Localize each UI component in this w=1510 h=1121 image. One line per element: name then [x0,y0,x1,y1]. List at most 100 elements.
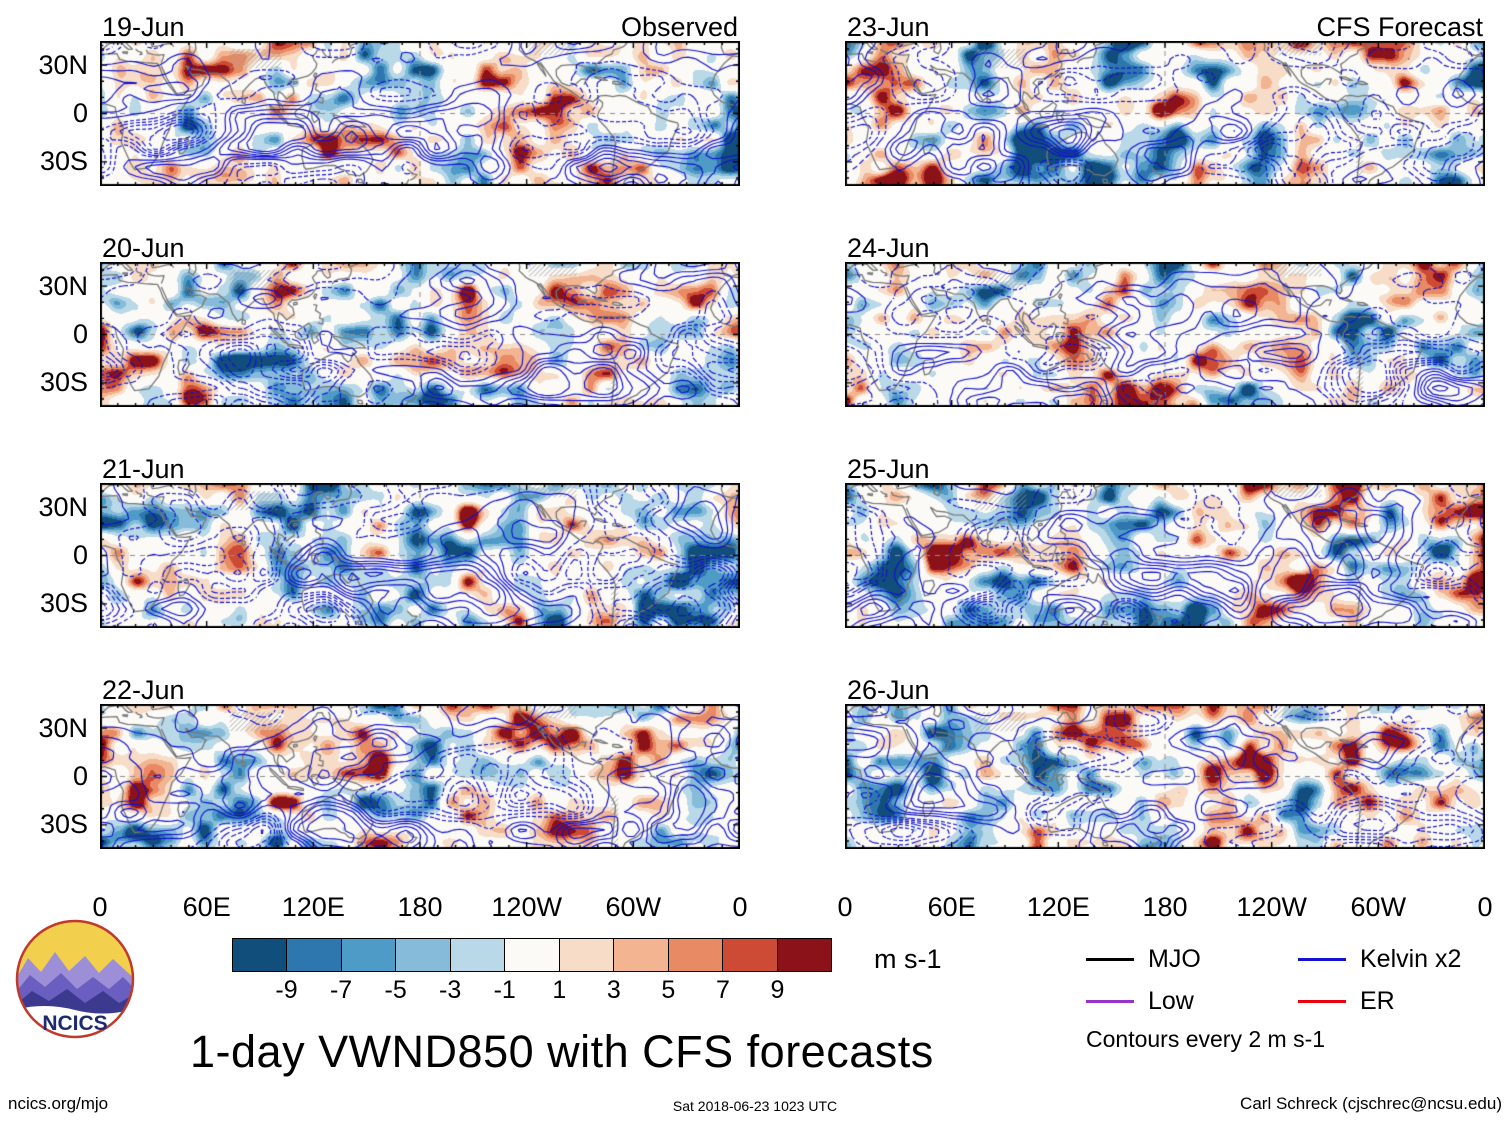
x-axis-labels-forecast: 0 60E 120E 180 120W 60W 0 [837,892,1492,926]
y-tick-0: 0 [72,761,88,791]
y-tick-0: 0 [72,540,88,570]
colorbar-ticks: -9 -7 -5 -3 -1 1 3 5 7 9 [232,976,832,1004]
x-tick: 120E [1026,892,1090,922]
map-wrap [845,704,1485,849]
panel-date: 24-Jun [847,233,930,263]
legend-item-low: Low [1086,980,1298,1022]
map-canvas-26-jun [845,704,1485,849]
logo-ring [15,919,135,1039]
cb-tick: 7 [715,976,730,1004]
cb-tick: -1 [493,976,516,1004]
panel-header: 20-Jun [100,229,740,262]
cb-tick: -9 [275,976,298,1004]
observed-column: 19-Jun Observed 30N 0 30S 20-Jun 30N [38,8,747,926]
map-wrap: 30N 0 30S [38,483,740,628]
y-tick-30n: 30N [38,50,88,80]
y-tick-30s: 30S [39,367,88,397]
logo-text: NCICS [42,1012,107,1035]
panel-21-jun: 21-Jun 30N 0 30S [38,450,740,628]
er-line-sample [1298,999,1346,1003]
panel-header: 25-Jun [845,450,1485,483]
x-tick: 0 [732,892,748,922]
panel-date: 21-Jun [102,454,185,484]
legend-label-kelvin: Kelvin x2 [1360,944,1462,973]
column-header-observed: Observed [620,12,738,42]
y-tick-30s: 30S [39,588,88,618]
x-tick: 60E [927,892,976,922]
colorbar-cell [723,939,778,971]
panel-date: 26-Jun [847,675,930,705]
figure-title: 1-day VWND850 with CFS forecasts [190,1026,934,1077]
x-axis-labels-observed: 0 60E 120E 180 120W 60W 0 [92,892,747,926]
cb-tick: -5 [384,976,407,1004]
forecast-column: 23-Jun CFS Forecast 24-Jun 25-Jun [837,8,1492,926]
legend-label-mjo: MJO [1148,944,1201,973]
footer-site: ncics.org/mjo [8,1094,109,1113]
ncics-logo: NCICS [14,918,136,1045]
footer-credit: Carl Schreck (cjschrec@ncsu.edu) [1240,1094,1502,1113]
map-wrap: 30N 0 30S [38,704,740,849]
x-tick: 180 [397,892,443,922]
ncics-logo-image: NCICS [15,919,135,1039]
y-tick-30s: 30S [39,146,88,176]
low-line-sample [1086,999,1134,1003]
y-tick-30s: 30S [39,809,88,839]
legend-item-kelvin: Kelvin x2 [1298,938,1510,980]
x-tick: 60W [605,892,662,922]
cb-tick: 5 [661,976,676,1004]
panel-header: 19-Jun Observed [100,8,740,41]
cb-tick: 1 [552,976,567,1004]
contour-interval-note: Contours every 2 m s-1 [1086,1026,1326,1052]
map-canvas-20-jun [100,262,740,407]
kelvin-line-sample [1298,957,1346,961]
colorbar-cell [614,939,669,971]
panel-date: 20-Jun [102,233,185,263]
y-tick-0: 0 [72,98,88,128]
colorbar [232,938,832,972]
panel-date: 25-Jun [847,454,930,484]
colorbar-cell [559,939,615,971]
map-canvas-22-jun [100,704,740,849]
panel-header: 26-Jun [845,671,1485,704]
map-wrap [845,483,1485,628]
x-tick: 0 [92,892,108,922]
colorbar-cell [233,939,288,971]
panel-date: 19-Jun [102,12,185,42]
mjo-line-sample [1086,957,1134,961]
legend: MJO Kelvin x2 Low ER [1086,938,1510,1022]
cb-tick: 9 [770,976,785,1004]
y-tick-30n: 30N [38,492,88,522]
panel-header: 21-Jun [100,450,740,483]
panel-date: 23-Jun [847,12,930,42]
panel-header: 24-Jun [845,229,1485,262]
colorbar-cell [341,939,397,971]
legend-item-er: ER [1298,980,1510,1022]
x-tick: 60W [1350,892,1407,922]
colorbar-cell [287,939,342,971]
cb-tick: -7 [329,976,353,1004]
map-wrap: 30N 0 30S [38,262,740,407]
map-wrap: 30N 0 30S [38,41,740,186]
footer-timestamp: Sat 2018-06-23 1023 UTC [672,1098,838,1114]
map-wrap [845,262,1485,407]
map-wrap [845,41,1485,186]
y-tick-30n: 30N [38,713,88,743]
y-tick-30n: 30N [38,271,88,301]
x-tick: 60E [182,892,231,922]
cb-tick: 3 [606,976,621,1004]
panel-header: 22-Jun [100,671,740,704]
legend-label-er: ER [1360,986,1395,1015]
panel-22-jun: 22-Jun 30N 0 30S [38,671,740,849]
colorbar-cell [450,939,506,971]
column-header-forecast: CFS Forecast [1316,12,1483,42]
colorbar-cell [668,939,724,971]
panel-25-jun: 25-Jun [845,450,1485,628]
panel-24-jun: 24-Jun [845,229,1485,407]
y-tick-0: 0 [72,319,88,349]
legend-item-mjo: MJO [1086,938,1298,980]
map-canvas-23-jun [845,41,1485,186]
colorbar-cell [396,939,451,971]
x-tick: 120W [1236,892,1307,922]
panel-date: 22-Jun [102,675,185,705]
